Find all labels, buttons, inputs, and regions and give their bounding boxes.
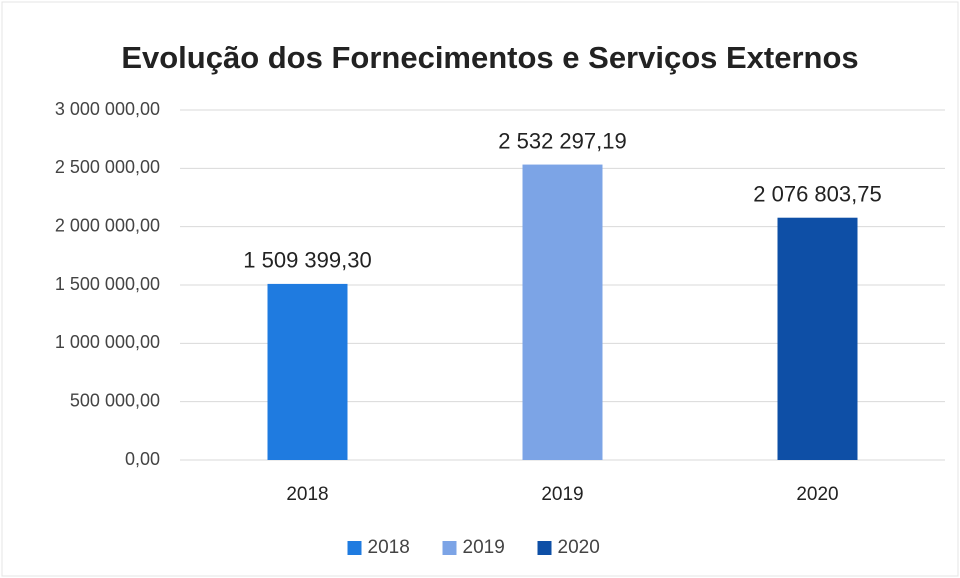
y-tick-label: 1 500 000,00 <box>55 274 160 294</box>
x-tick-label: 2018 <box>286 484 328 505</box>
legend-label: 2019 <box>463 537 505 558</box>
y-tick-label: 2 000 000,00 <box>55 215 160 235</box>
value-label: 2 076 803,75 <box>753 182 881 207</box>
x-tick-label: 2020 <box>796 484 838 505</box>
chart-title: Evolução dos Fornecimentos e Serviços Ex… <box>121 40 858 75</box>
legend-swatch <box>347 541 362 555</box>
legend-swatch <box>537 541 552 555</box>
y-tick-label: 0,00 <box>125 449 160 469</box>
y-tick-label: 3 000 000,00 <box>55 99 160 119</box>
bar <box>777 217 858 460</box>
y-tick-label: 500 000,00 <box>70 390 160 410</box>
bar <box>522 164 603 461</box>
value-label: 2 532 297,19 <box>498 128 626 153</box>
x-tick-label: 2019 <box>541 484 583 505</box>
value-label: 1 509 399,30 <box>243 248 371 273</box>
bar <box>267 283 348 460</box>
y-tick-label: 1 000 000,00 <box>55 332 160 352</box>
legend-label: 2018 <box>368 537 410 558</box>
legend-swatch <box>442 541 457 555</box>
y-tick-label: 2 500 000,00 <box>55 157 160 177</box>
legend-label: 2020 <box>558 537 600 558</box>
